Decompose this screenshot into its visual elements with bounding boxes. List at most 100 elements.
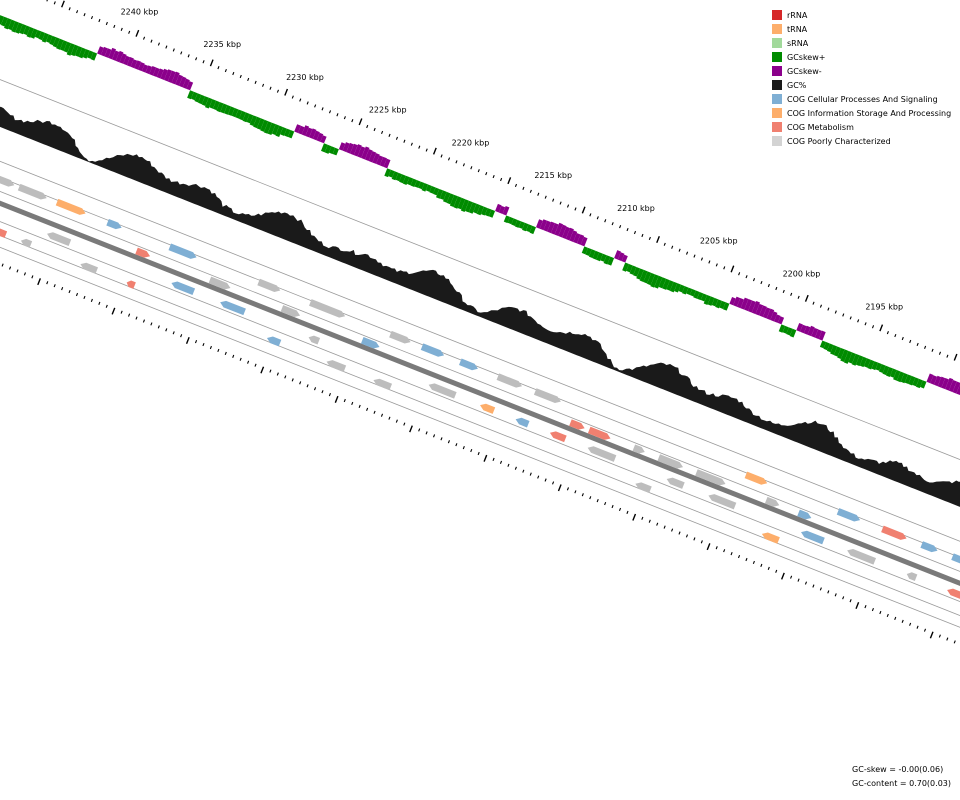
inner-scale-tick [53, 284, 56, 288]
gc-skew-bar [747, 300, 756, 313]
gc-skew-bar [603, 255, 611, 265]
inner-scale-tick [566, 487, 570, 491]
outer-scale-tick [552, 198, 555, 202]
gc-skew-bar [636, 268, 644, 280]
gene-arrow [801, 530, 825, 545]
gc-skew-bar [212, 100, 220, 111]
gc-skew-bar [353, 144, 362, 157]
gc-skew-bar [777, 316, 785, 325]
gc-skew-bar [97, 46, 104, 55]
gc-skew-bar [399, 174, 406, 184]
inner-scale-tick [31, 275, 34, 279]
outer-scale-tick [514, 183, 518, 188]
gc-skew-bar [312, 130, 320, 141]
inner-scale-tick [418, 428, 421, 432]
inner-scale-tick [812, 584, 815, 588]
gene-arrow [657, 454, 684, 469]
outer-scale-tick [142, 36, 146, 40]
inner-scale-tick [209, 345, 212, 350]
outer-scale-tick [529, 189, 532, 193]
gc-skew-bar [280, 127, 287, 136]
gc-skew-bar [175, 74, 183, 86]
gc-skew-bar [59, 40, 68, 52]
inner-scale-tick [37, 278, 42, 286]
outer-scale-tick [90, 15, 94, 20]
outer-scale-tick [901, 336, 904, 341]
gc-skew-bar [379, 156, 387, 167]
outer-scale-tick [879, 324, 884, 332]
gc-skew-bar [639, 269, 648, 282]
inner-scale-tick [284, 375, 287, 379]
outer-scale-tick [693, 254, 696, 258]
gc-skew-bar [152, 67, 160, 78]
gc-skew-bar [0, 15, 5, 25]
inner-scale-tick [172, 331, 175, 335]
gc-skew-bar [368, 151, 377, 163]
gene-arrow [549, 431, 567, 443]
gc-skew-bar [930, 375, 938, 385]
outer-scale-tick [195, 57, 198, 61]
inner-scale-tick [953, 640, 956, 644]
inner-scale-tick [180, 334, 183, 338]
gene-arrow [20, 238, 33, 248]
inner-scale-tick [706, 543, 711, 551]
legend-label: GCskew+ [787, 52, 826, 62]
outer-scale-tick [61, 0, 65, 8]
gc-skew-bar [803, 325, 811, 335]
inner-scale-tick [185, 337, 190, 345]
outer-scale-tick [931, 348, 934, 352]
inner-scale-tick [618, 507, 622, 512]
outer-scale-tick [566, 204, 570, 208]
gc-skew-bar [384, 168, 391, 178]
outer-scale-tick [857, 319, 860, 323]
legend-item: GCskew+ [772, 50, 960, 64]
gene-feature-tracks [0, 175, 960, 599]
outer-scale-tick [202, 60, 205, 64]
inner-scale-tick [83, 295, 86, 300]
outer-scale-tick [522, 186, 525, 190]
outer-scale-tick [886, 331, 889, 335]
outer-scale-tick [871, 325, 875, 329]
outer-scale-tick [113, 24, 116, 29]
outer-scale-tick [916, 342, 919, 347]
gene-arrow [569, 419, 585, 430]
inner-scale-tick [23, 272, 27, 276]
gene-arrow [708, 494, 737, 510]
gc-skew-bar [719, 300, 726, 309]
inner-scale-tick [700, 540, 703, 544]
gc-skew-bar [224, 105, 232, 115]
gene-arrow [126, 280, 136, 289]
gene-arrow [744, 471, 768, 485]
inner-scale-tick [254, 363, 257, 367]
gc-skew-bar [410, 178, 417, 188]
gc-skew-bar [674, 283, 682, 293]
gc-skew-bar [41, 32, 49, 43]
gc-content-stat: GC-content = 0.70(0.03) [852, 779, 951, 788]
inner-scale-tick [470, 448, 473, 453]
gc-skew-bar [770, 311, 778, 322]
outer-scale-tick [306, 101, 309, 105]
gc-skew-bar [547, 221, 555, 234]
outer-scale-tick [343, 116, 346, 120]
gc-skew-bar [926, 373, 934, 384]
inner-scale-tick [894, 616, 897, 620]
gc-skew-bar [554, 222, 563, 237]
gc-skew-bar [614, 250, 621, 260]
gc-skew-bar [443, 191, 451, 203]
gc-skew-bar [249, 115, 258, 127]
gc-skew-bar [518, 221, 525, 229]
gc-skew-bar [414, 180, 421, 188]
gc-skew-bar [502, 205, 510, 216]
gc-skew-bar [893, 370, 901, 381]
gc-skew-bar [464, 200, 473, 213]
legend-item: tRNA [772, 22, 960, 36]
outer-scale-tick [150, 39, 153, 43]
gc-skew-bar [882, 365, 890, 376]
gc-skew-bar [130, 59, 138, 69]
outer-scale-tick [663, 242, 666, 246]
scale-label: 2225 kbp [369, 106, 407, 115]
gene-arrow [635, 482, 652, 494]
gc-skew-bar [338, 142, 346, 151]
outer-scale-tick [262, 83, 265, 87]
legend-swatch [772, 24, 782, 34]
